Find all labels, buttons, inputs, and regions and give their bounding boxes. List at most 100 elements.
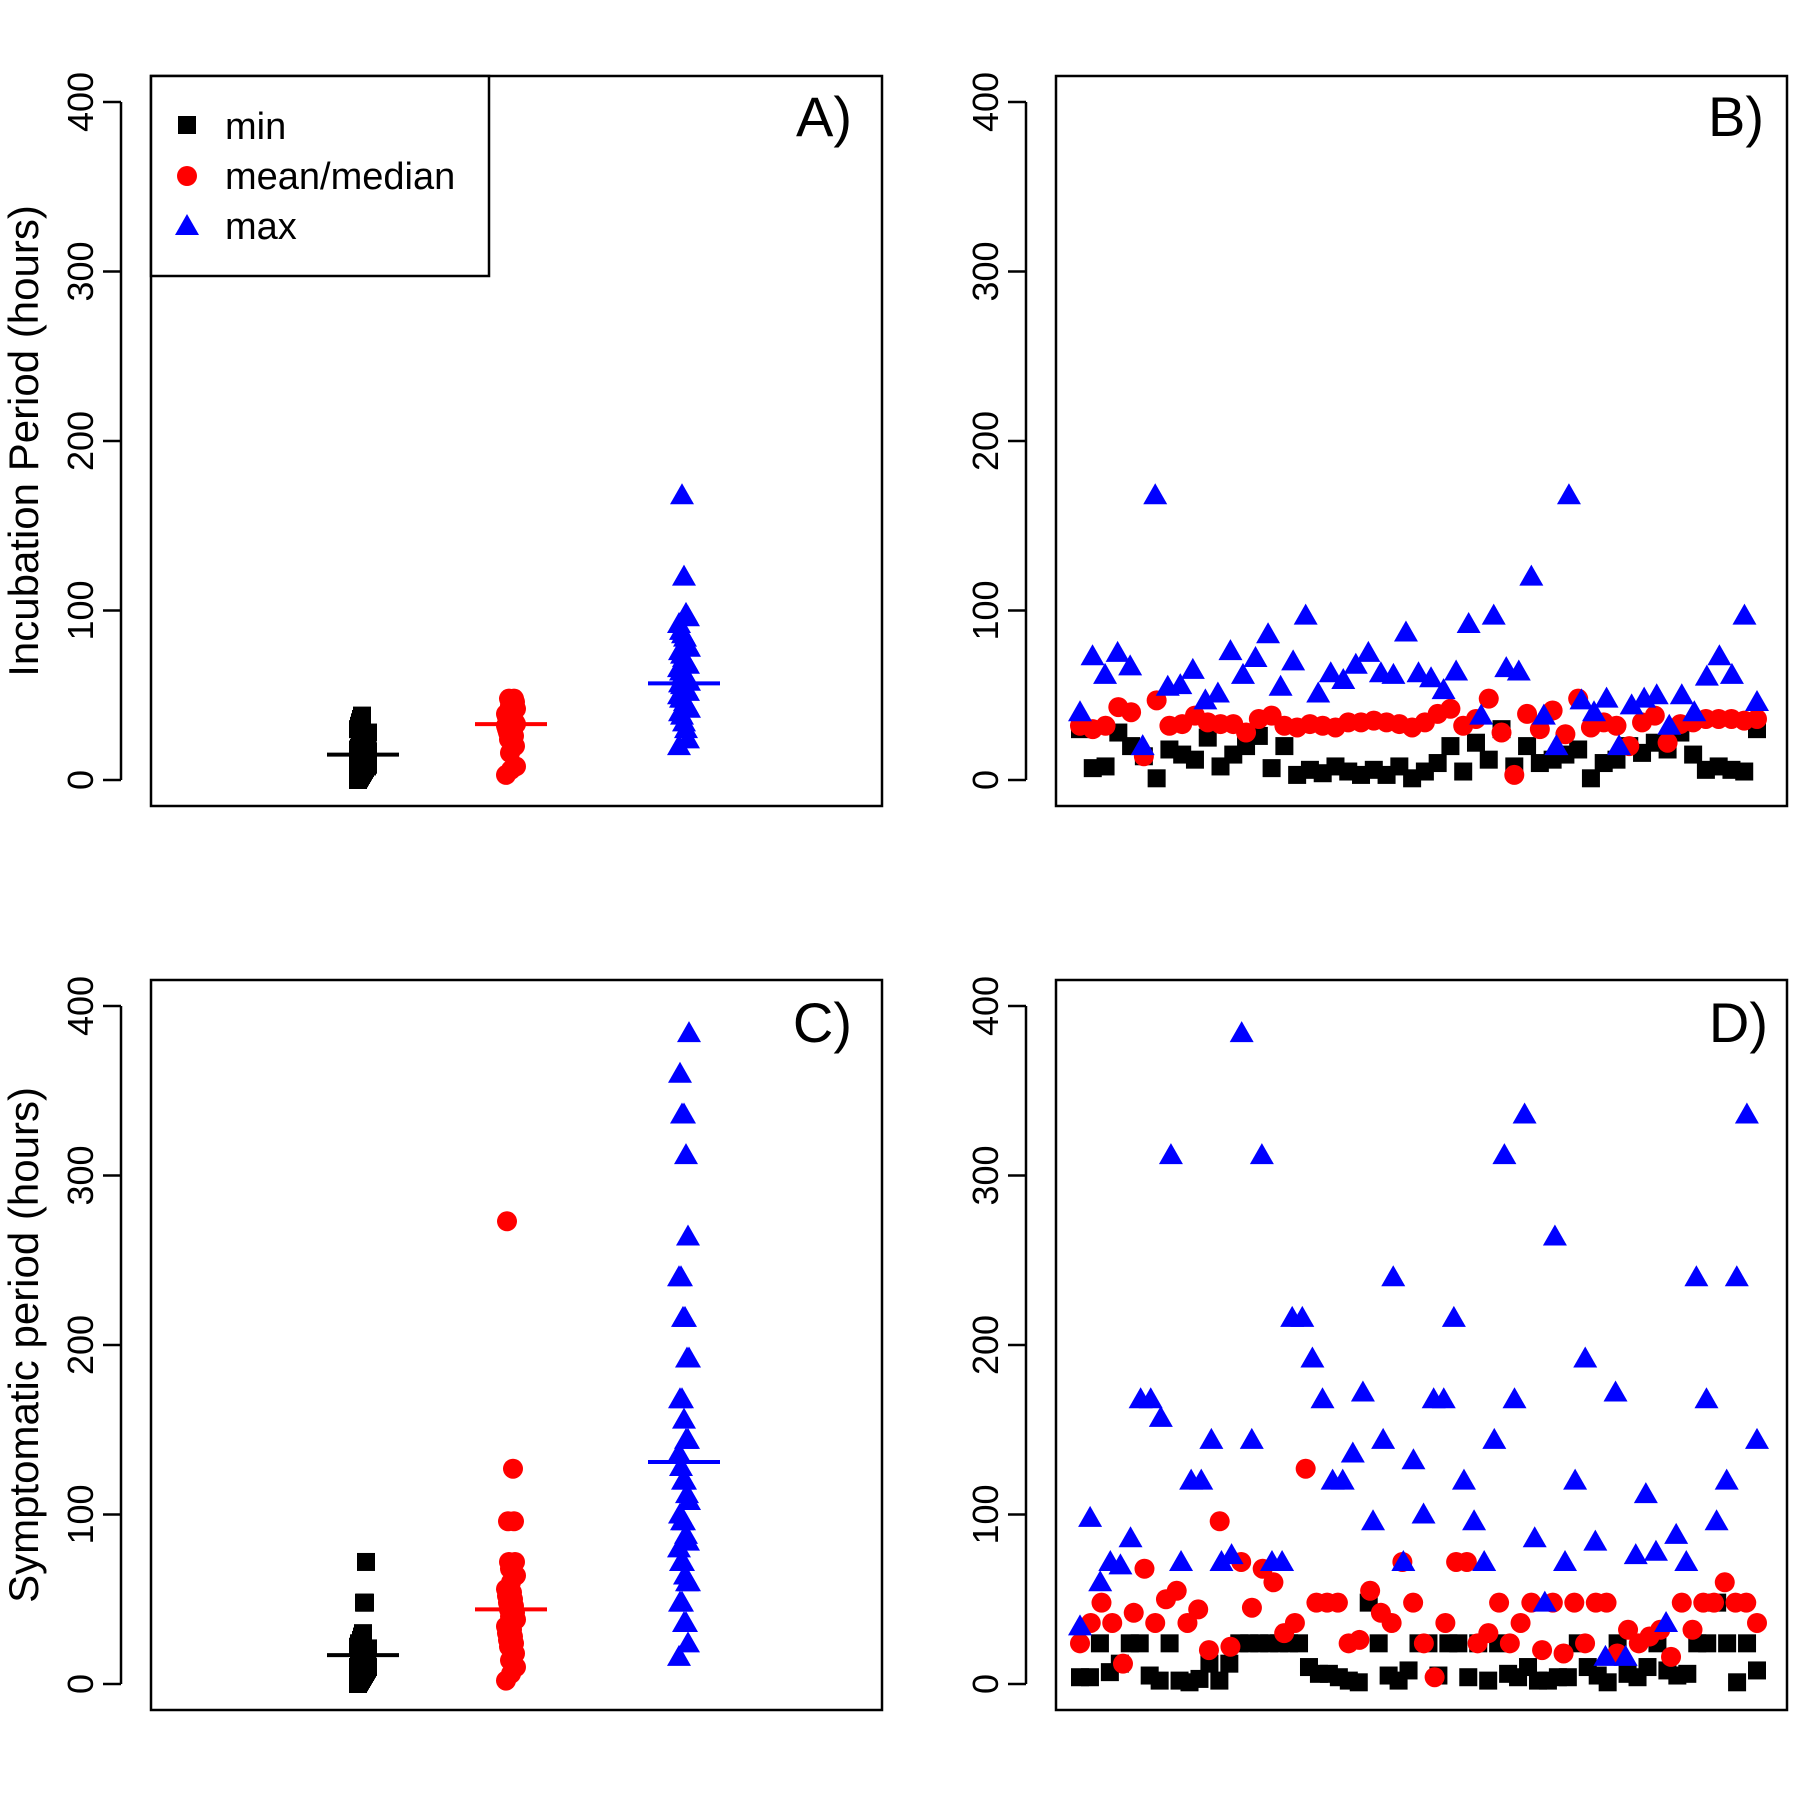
max-point xyxy=(1569,688,1594,710)
max-point xyxy=(1293,603,1318,625)
max-point xyxy=(1542,1224,1567,1246)
max-point xyxy=(1512,1102,1537,1124)
mean-point xyxy=(497,1211,517,1232)
max-point xyxy=(1472,1549,1497,1571)
max-point xyxy=(1734,1102,1759,1124)
max-point xyxy=(1664,1522,1689,1544)
max-point xyxy=(1381,662,1406,684)
max-point xyxy=(1143,483,1168,505)
max-point xyxy=(1444,659,1469,681)
mean-point xyxy=(1177,1612,1198,1633)
series-max xyxy=(648,1021,720,1666)
max-point xyxy=(1356,640,1381,662)
max-point xyxy=(669,1455,693,1477)
min-point xyxy=(1220,1654,1239,1673)
y-tick-label: 100 xyxy=(965,580,1006,640)
min-point xyxy=(1454,762,1473,781)
max-point xyxy=(1080,644,1105,666)
y-axis: 0 100 200 300 400 xyxy=(60,72,123,790)
max-point xyxy=(1419,666,1444,688)
mean-point xyxy=(1736,1592,1757,1613)
max-point xyxy=(1522,1526,1547,1548)
data-points xyxy=(327,1021,720,1693)
min-point xyxy=(1190,1669,1209,1688)
mean-point xyxy=(1236,722,1257,743)
y-tick-label: 300 xyxy=(60,1145,101,1205)
min-point xyxy=(1519,1658,1538,1677)
max-point xyxy=(1462,1509,1487,1531)
max-point xyxy=(1350,1380,1375,1402)
max-point xyxy=(1256,622,1281,644)
max-point xyxy=(1732,603,1757,625)
min-point xyxy=(1130,1634,1149,1653)
min-point xyxy=(1698,1634,1717,1653)
mean-point xyxy=(1424,1667,1445,1688)
mean-point xyxy=(1499,1633,1520,1654)
max-point xyxy=(1431,1387,1456,1409)
mean-point xyxy=(1403,1592,1424,1613)
y-tick-label: 100 xyxy=(965,1484,1006,1544)
max-point xyxy=(1108,1553,1133,1575)
min-point xyxy=(1638,1658,1657,1677)
max-point xyxy=(1193,688,1218,710)
plot-frame xyxy=(1054,978,1789,1712)
max-point xyxy=(673,1563,697,1585)
max-point xyxy=(1078,1505,1103,1527)
min-point xyxy=(1479,750,1498,769)
min-point xyxy=(1735,762,1754,781)
mean-point xyxy=(1644,705,1665,726)
series-min xyxy=(327,706,399,789)
y-tick-label: 300 xyxy=(965,1145,1006,1205)
min-point xyxy=(1459,1668,1478,1687)
min-point xyxy=(1160,1634,1179,1653)
mean-point xyxy=(1198,1640,1219,1661)
max-point xyxy=(667,1644,691,1666)
y-tick-label: 300 xyxy=(60,241,101,301)
max-point xyxy=(1674,1549,1699,1571)
mean-point xyxy=(1121,702,1142,723)
y-tick-label: 200 xyxy=(965,1315,1006,1375)
max-point xyxy=(1148,1405,1173,1427)
max-point xyxy=(1724,1265,1749,1287)
mean-point xyxy=(1564,1592,1585,1613)
y-tick-label: 200 xyxy=(60,1315,101,1375)
mean-point xyxy=(1606,715,1627,736)
panel-d: 0 100 200 300 400 D) xyxy=(965,976,1789,1712)
max-point xyxy=(1268,674,1293,696)
y-tick-label: 300 xyxy=(965,241,1006,301)
mean-point xyxy=(1134,1558,1155,1579)
mean-point xyxy=(504,688,524,709)
min-point xyxy=(1275,737,1294,756)
max-point xyxy=(1158,1143,1183,1165)
max-point xyxy=(1138,1387,1163,1409)
mean-point xyxy=(1747,708,1767,729)
mean-point xyxy=(499,1551,519,1572)
max-point xyxy=(1189,1468,1214,1490)
max-point xyxy=(1456,612,1481,634)
min-point xyxy=(1569,740,1588,759)
max-point xyxy=(676,1631,700,1653)
max-point xyxy=(671,1305,695,1327)
min-point xyxy=(1369,1634,1388,1653)
y-tick-label: 400 xyxy=(60,72,101,132)
min-point xyxy=(1262,759,1281,778)
max-point xyxy=(1330,1468,1355,1490)
max-point xyxy=(667,1441,691,1463)
max-point xyxy=(674,601,698,623)
max-point xyxy=(1441,1305,1466,1327)
max-point xyxy=(1643,1539,1668,1561)
max-point xyxy=(1544,734,1569,756)
min-point xyxy=(1466,733,1485,752)
max-point xyxy=(1105,640,1130,662)
mean-point xyxy=(1263,1572,1284,1593)
max-point xyxy=(1469,703,1494,725)
mean-point xyxy=(1295,1458,1316,1479)
max-point xyxy=(1088,1570,1113,1592)
max-point xyxy=(1249,1143,1274,1165)
max-point xyxy=(1519,564,1544,586)
max-point xyxy=(1168,673,1193,695)
y-tick-label: 100 xyxy=(60,580,101,640)
max-point xyxy=(1684,1265,1709,1287)
max-point xyxy=(1492,1143,1517,1165)
